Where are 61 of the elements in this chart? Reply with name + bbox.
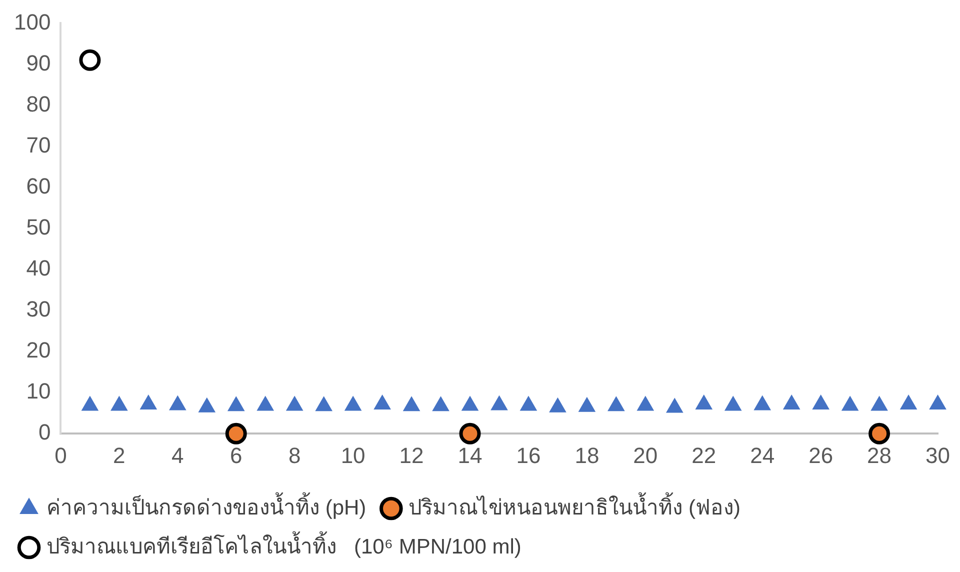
x-tick-label: 8 bbox=[288, 442, 301, 468]
point bbox=[783, 394, 800, 410]
point bbox=[169, 396, 186, 410]
y-tick-label: 50 bbox=[26, 214, 51, 240]
x-tick-label: 2 bbox=[113, 442, 126, 468]
point bbox=[842, 396, 858, 411]
y-tick-label: 0 bbox=[38, 420, 51, 445]
point bbox=[110, 396, 128, 411]
y-tick-label: 10 bbox=[26, 378, 51, 404]
point bbox=[812, 394, 830, 410]
point bbox=[79, 49, 101, 71]
point bbox=[228, 396, 244, 412]
point bbox=[432, 396, 450, 412]
point bbox=[666, 398, 683, 413]
point bbox=[724, 396, 742, 411]
point bbox=[637, 396, 654, 411]
x-tick-label: 16 bbox=[516, 442, 541, 468]
x-tick-label: 12 bbox=[399, 442, 424, 468]
y-tick-label: 40 bbox=[26, 256, 51, 281]
point bbox=[403, 396, 420, 412]
y-tick-label: 30 bbox=[26, 296, 51, 322]
x-tick-label: 22 bbox=[692, 442, 716, 468]
legend-label: ปริมาณแบคทีเรียอีโคไลในน้ำทิ้ง (10⁶ MPN/100 ml) bbox=[46, 531, 522, 558]
y-tick-label: 100 bbox=[14, 9, 51, 34]
point bbox=[82, 396, 98, 411]
point bbox=[929, 394, 946, 410]
y-tick-label: 70 bbox=[26, 132, 51, 158]
point bbox=[490, 396, 508, 410]
y-tick-label: 60 bbox=[26, 173, 51, 198]
point bbox=[462, 396, 478, 411]
point bbox=[257, 396, 274, 411]
point bbox=[198, 398, 216, 412]
point bbox=[754, 396, 771, 410]
point bbox=[549, 398, 566, 412]
legend-label: ค่าความเป็นกรดด่างของน้ำทิ้ง (pH) bbox=[46, 492, 366, 520]
x-tick-label: 28 bbox=[867, 442, 892, 468]
y-tick-label: 90 bbox=[26, 50, 51, 76]
point bbox=[696, 394, 712, 410]
x-tick-label: 30 bbox=[926, 442, 950, 468]
x-tick-label: 6 bbox=[230, 442, 242, 468]
x-tick-label: 14 bbox=[458, 442, 482, 468]
x-tick-label: 0 bbox=[54, 442, 67, 468]
y-tick-label: 80 bbox=[26, 91, 51, 116]
legend-label: ปริมาณไข่หนอนพยาธิในน้ำทิ้ง (ฟอง) bbox=[408, 492, 740, 520]
x-tick-label: 10 bbox=[340, 442, 366, 468]
x-tick-label: 24 bbox=[750, 442, 775, 468]
point bbox=[871, 396, 888, 411]
point bbox=[578, 397, 596, 412]
x-tick-label: 20 bbox=[633, 442, 658, 468]
x-tick-label: 26 bbox=[808, 442, 834, 468]
point bbox=[374, 394, 391, 410]
point bbox=[900, 394, 917, 410]
point bbox=[286, 396, 303, 411]
x-tick-label: 4 bbox=[172, 442, 184, 468]
y-tick-label: 20 bbox=[26, 338, 51, 363]
x-tick-label: 18 bbox=[574, 442, 600, 468]
point bbox=[520, 396, 537, 411]
point bbox=[140, 394, 157, 410]
point bbox=[344, 396, 362, 411]
point bbox=[316, 396, 332, 412]
point bbox=[608, 396, 624, 412]
